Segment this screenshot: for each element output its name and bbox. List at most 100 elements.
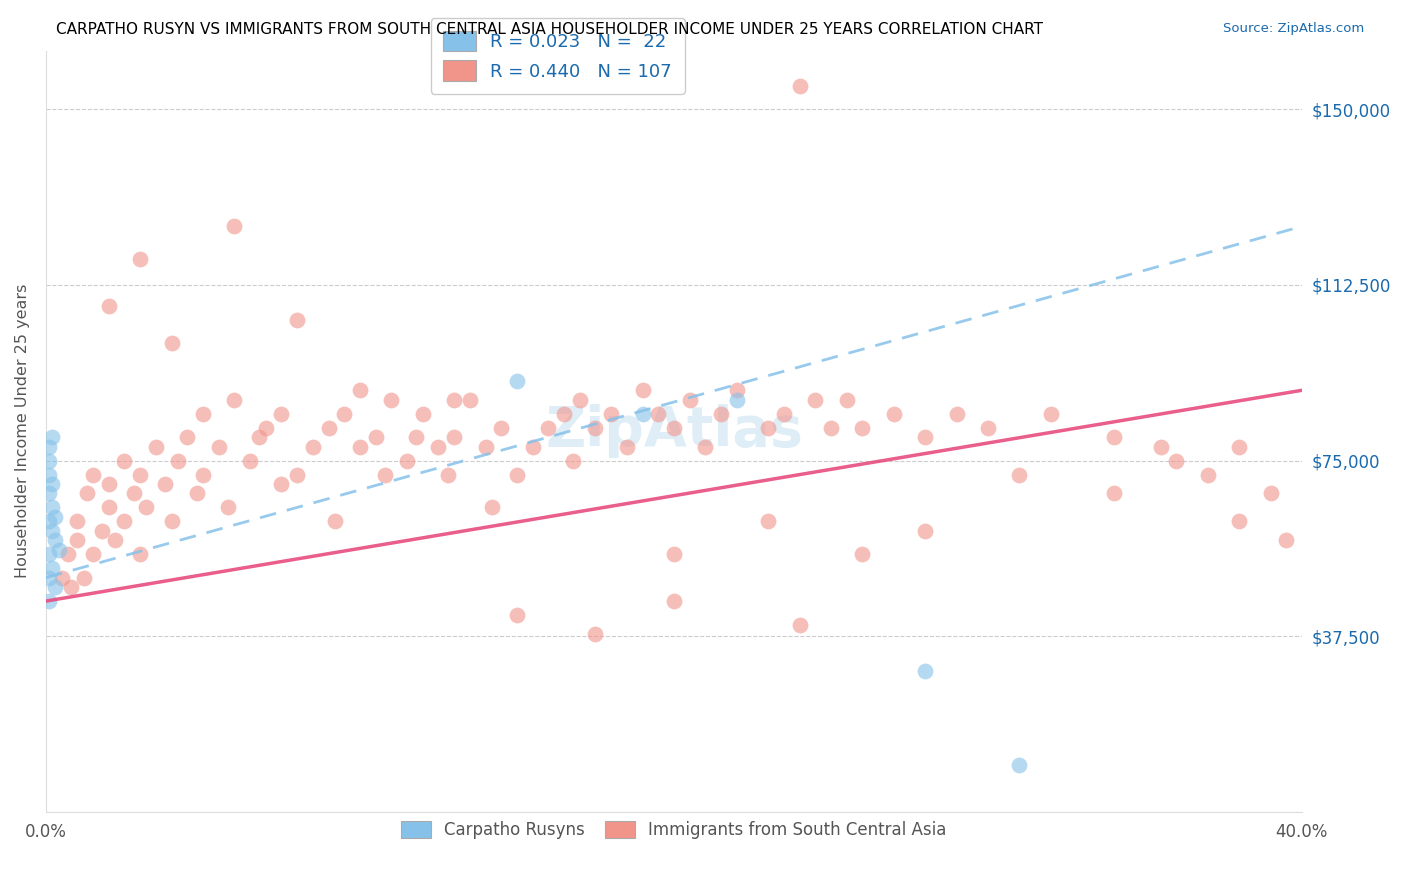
Point — [851, 547, 873, 561]
Point — [725, 392, 748, 407]
Point — [883, 407, 905, 421]
Point — [135, 500, 157, 515]
Point — [224, 219, 246, 234]
Point — [977, 421, 1000, 435]
Point — [616, 440, 638, 454]
Point — [97, 500, 120, 515]
Point — [437, 467, 460, 482]
Point — [160, 336, 183, 351]
Point — [82, 467, 104, 482]
Point — [38, 571, 60, 585]
Point — [427, 440, 450, 454]
Point — [333, 407, 356, 421]
Point — [522, 440, 544, 454]
Text: Source: ZipAtlas.com: Source: ZipAtlas.com — [1223, 22, 1364, 36]
Point — [38, 467, 60, 482]
Point — [789, 617, 811, 632]
Point — [160, 515, 183, 529]
Point — [38, 515, 60, 529]
Point — [145, 440, 167, 454]
Point — [553, 407, 575, 421]
Point — [208, 440, 231, 454]
Point — [44, 580, 66, 594]
Point — [1227, 515, 1250, 529]
Point — [129, 252, 152, 267]
Point — [1227, 440, 1250, 454]
Point — [1039, 407, 1062, 421]
Legend: Carpatho Rusyns, Immigrants from South Central Asia: Carpatho Rusyns, Immigrants from South C… — [394, 814, 953, 846]
Point — [323, 515, 346, 529]
Point — [789, 78, 811, 93]
Point — [41, 430, 63, 444]
Point — [51, 571, 73, 585]
Point — [72, 571, 94, 585]
Text: CARPATHO RUSYN VS IMMIGRANTS FROM SOUTH CENTRAL ASIA HOUSEHOLDER INCOME UNDER 25: CARPATHO RUSYN VS IMMIGRANTS FROM SOUTH … — [56, 22, 1043, 37]
Point — [191, 467, 214, 482]
Point — [166, 453, 188, 467]
Point — [851, 421, 873, 435]
Point — [804, 392, 827, 407]
Point — [129, 467, 152, 482]
Point — [41, 477, 63, 491]
Point — [710, 407, 733, 421]
Text: ZipAtlas: ZipAtlas — [546, 404, 803, 458]
Point — [66, 515, 89, 529]
Point — [186, 486, 208, 500]
Point — [254, 421, 277, 435]
Point — [285, 313, 308, 327]
Point — [114, 453, 136, 467]
Point — [1166, 453, 1188, 467]
Point — [41, 524, 63, 538]
Point — [647, 407, 669, 421]
Point — [349, 384, 371, 398]
Point — [1008, 758, 1031, 772]
Point — [270, 477, 292, 491]
Point — [41, 561, 63, 575]
Point — [76, 486, 98, 500]
Point — [600, 407, 623, 421]
Point — [38, 547, 60, 561]
Point — [60, 580, 83, 594]
Point — [537, 421, 560, 435]
Point — [66, 533, 89, 548]
Point — [224, 392, 246, 407]
Point — [412, 407, 434, 421]
Point — [38, 440, 60, 454]
Point — [44, 509, 66, 524]
Point — [176, 430, 198, 444]
Point — [506, 467, 529, 482]
Point — [835, 392, 858, 407]
Point — [491, 421, 513, 435]
Point — [1102, 486, 1125, 500]
Point — [82, 547, 104, 561]
Point — [458, 392, 481, 407]
Point — [506, 374, 529, 388]
Point — [302, 440, 325, 454]
Point — [122, 486, 145, 500]
Point — [217, 500, 239, 515]
Point — [155, 477, 177, 491]
Point — [631, 407, 654, 421]
Point — [474, 440, 496, 454]
Point — [1149, 440, 1171, 454]
Point — [349, 440, 371, 454]
Point — [678, 392, 700, 407]
Point — [562, 453, 585, 467]
Point — [48, 542, 70, 557]
Point — [1008, 467, 1031, 482]
Point — [481, 500, 503, 515]
Point — [270, 407, 292, 421]
Point — [756, 421, 779, 435]
Point — [41, 500, 63, 515]
Y-axis label: Householder Income Under 25 years: Householder Income Under 25 years — [15, 284, 30, 579]
Point — [285, 467, 308, 482]
Point — [695, 440, 717, 454]
Point — [443, 392, 465, 407]
Point — [945, 407, 967, 421]
Point — [318, 421, 340, 435]
Point — [104, 533, 127, 548]
Point — [914, 524, 936, 538]
Point — [405, 430, 427, 444]
Point — [114, 515, 136, 529]
Point — [249, 430, 271, 444]
